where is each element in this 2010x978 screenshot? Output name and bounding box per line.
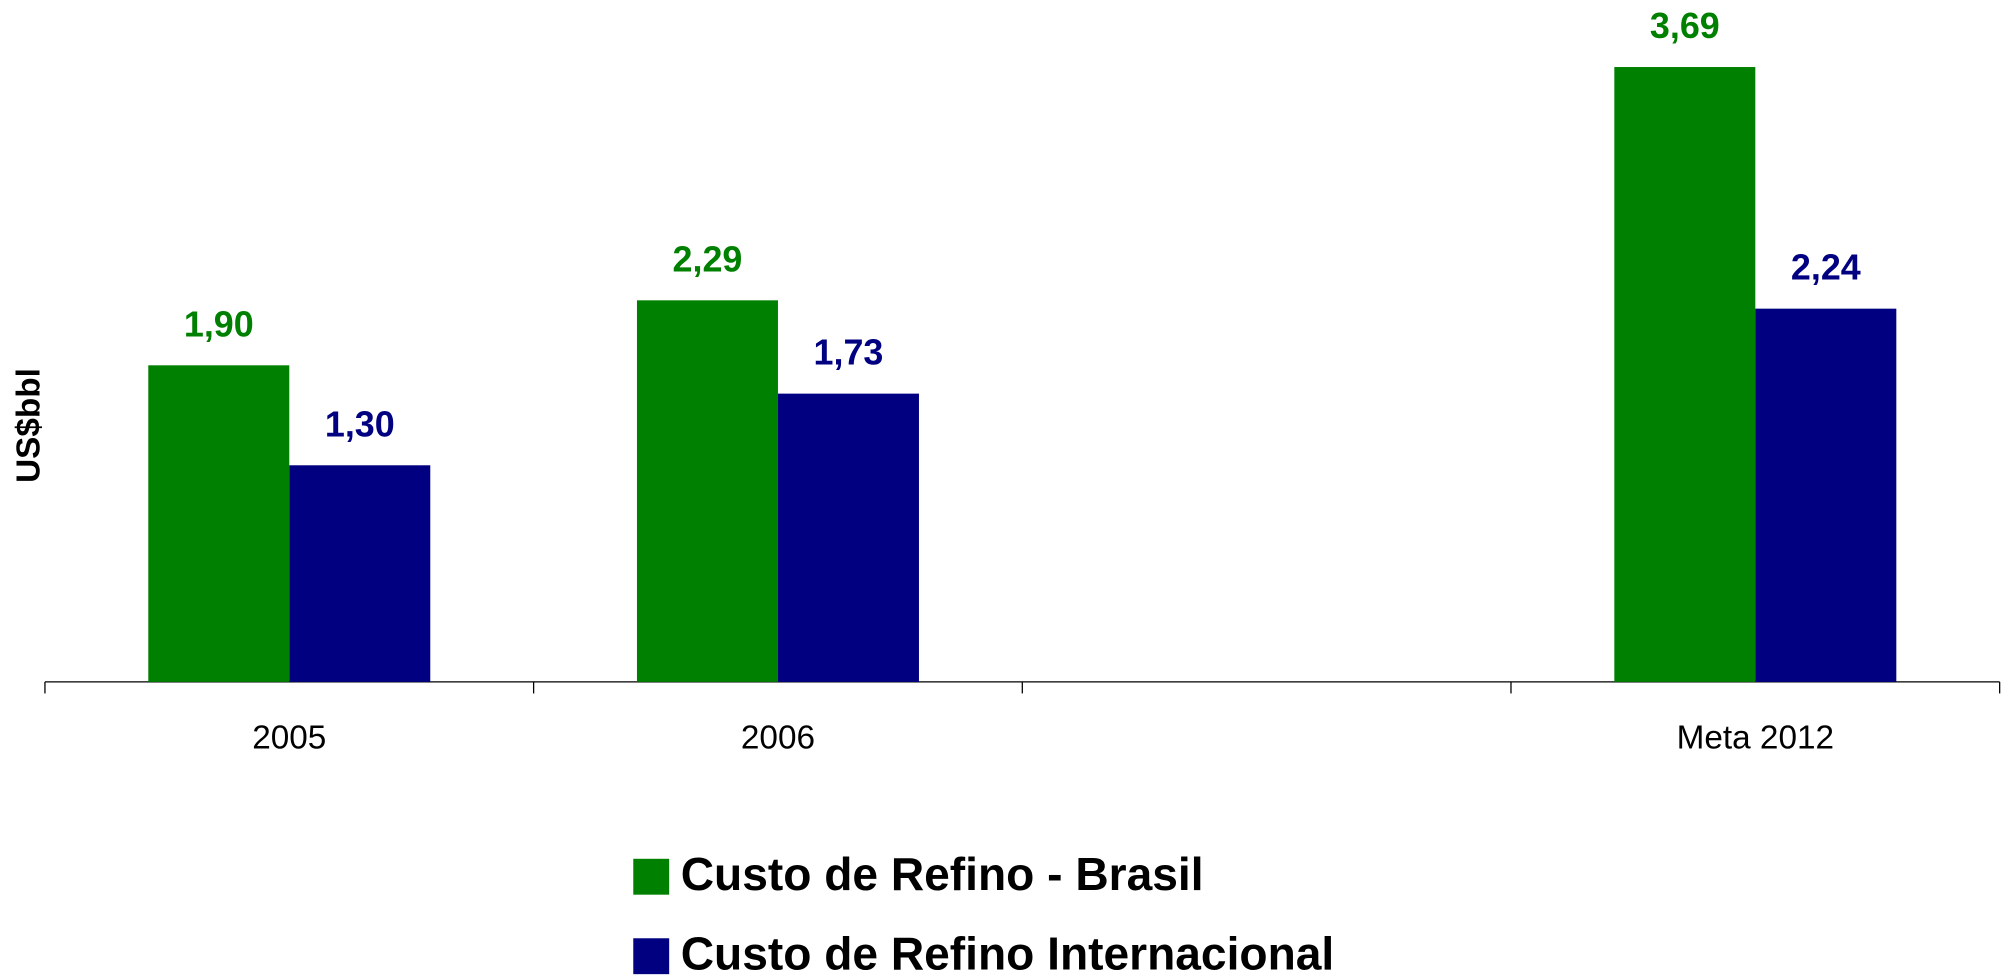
bar	[1614, 67, 1756, 682]
data-label: 1,73	[814, 333, 884, 373]
x-tick-label: Meta 2012	[1677, 719, 1834, 756]
legend-label: Custo de Refino Internacional	[681, 928, 1335, 978]
bar	[148, 365, 290, 682]
data-label: 3,69	[1650, 6, 1720, 46]
legend-label: Custo de Refino - Brasil	[681, 848, 1204, 900]
legend-swatch	[633, 858, 670, 895]
y-axis-label: US$bbl	[11, 368, 48, 483]
bar	[777, 393, 919, 682]
data-label: 2,24	[1791, 248, 1861, 288]
bar	[289, 465, 431, 682]
data-label: 1,30	[325, 404, 395, 444]
data-label: 2,29	[673, 239, 743, 279]
bar	[636, 300, 778, 682]
legend-swatch	[633, 938, 670, 975]
bar	[1755, 308, 1897, 682]
x-tick-label: 2006	[741, 719, 815, 756]
x-tick-label: 2005	[252, 719, 326, 756]
data-label: 1,90	[184, 304, 254, 344]
